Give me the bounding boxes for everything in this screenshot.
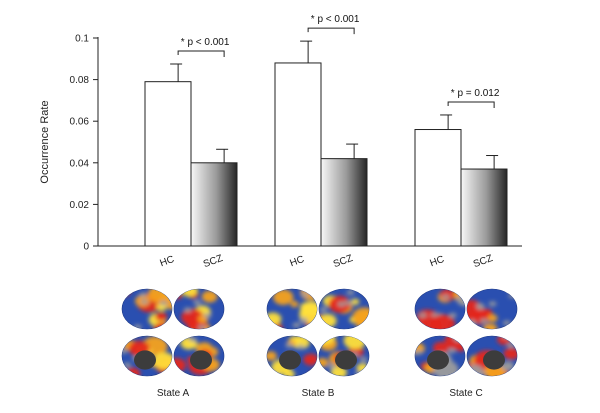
- brain-surface: [266, 288, 318, 330]
- bar-hc-state-b: [274, 62, 322, 247]
- bar-scz-state-b: [320, 158, 368, 247]
- brain-surface: [466, 288, 518, 330]
- category-label: HC: [428, 254, 445, 269]
- bar-hc-state-a: [144, 81, 192, 247]
- y-tick-label: 0: [83, 242, 89, 253]
- brain-surface: [121, 335, 173, 377]
- brain-surface: [173, 335, 225, 377]
- brain-surface: [414, 288, 466, 330]
- category-labels: HC SCZ HC SCZ HC SCZ: [158, 253, 494, 270]
- significance-bracket: [307, 27, 355, 35]
- y-tick-label: 0.06: [70, 117, 90, 128]
- category-label: HC: [158, 254, 175, 269]
- state-labels: State A State B State C: [157, 388, 483, 399]
- bar-hc-state-c: [414, 129, 462, 247]
- annotations: * p < 0.001 * p < 0.001 * p = 0.012: [177, 14, 500, 108]
- brain-surface: [466, 335, 518, 377]
- y-ticks: 0 0.02 0.04 0.06 0.08 0.1: [70, 34, 98, 253]
- bars: [144, 40, 508, 247]
- brain-surface: [266, 335, 318, 377]
- significance-label: * p = 0.012: [451, 88, 500, 99]
- state-label: State C: [449, 388, 482, 399]
- y-tick-label: 0.02: [70, 200, 90, 211]
- category-label: SCZ: [332, 253, 355, 270]
- bar-scz-state-a: [190, 162, 238, 247]
- state-label: State B: [302, 388, 335, 399]
- category-label: SCZ: [202, 253, 225, 270]
- y-tick-label: 0.04: [70, 158, 90, 169]
- category-label: SCZ: [472, 253, 495, 270]
- y-tick-label: 0.1: [75, 34, 89, 45]
- brain-surface: [318, 335, 370, 377]
- brain-surface: [414, 335, 466, 377]
- significance-label: * p < 0.001: [181, 37, 230, 48]
- significance-label: * p < 0.001: [311, 14, 360, 25]
- bar-scz-state-c: [460, 168, 508, 247]
- brain-maps: [121, 288, 518, 377]
- brain-surface: [173, 288, 225, 330]
- significance-bracket: [447, 101, 495, 108]
- category-label: HC: [288, 254, 305, 269]
- state-label: State A: [157, 388, 190, 399]
- y-tick-label: 0.08: [70, 75, 90, 86]
- significance-bracket: [177, 50, 225, 57]
- brain-surface: [318, 288, 370, 330]
- y-axis-label: Occurrence Rate: [39, 100, 51, 183]
